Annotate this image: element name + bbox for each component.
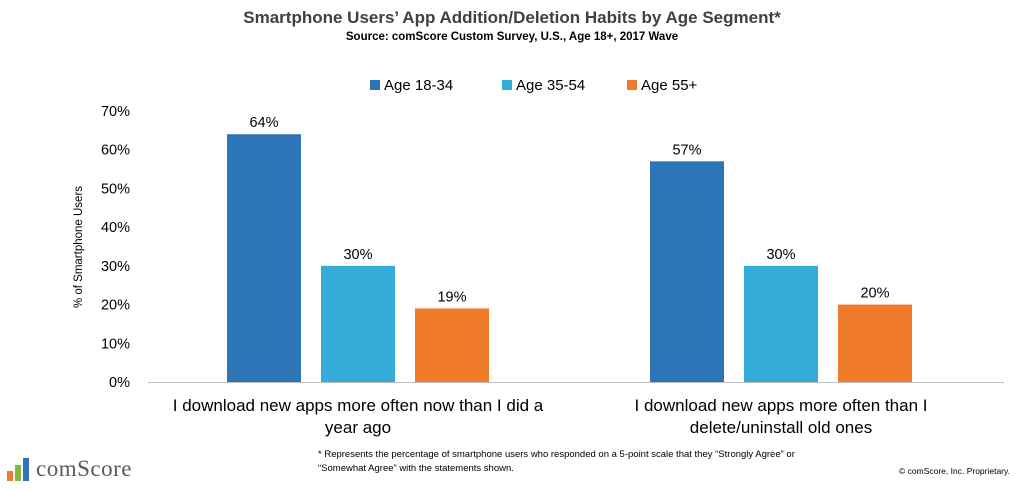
y-tick-label: 60% — [101, 143, 130, 159]
category-label: I download new apps more often now than … — [173, 396, 544, 415]
y-tick-label: 40% — [101, 220, 130, 236]
comscore-logo: comScore — [6, 455, 132, 483]
bar — [650, 161, 724, 382]
y-tick-label: 10% — [101, 336, 130, 352]
y-tick-label: 0% — [109, 375, 130, 391]
logo-icon — [7, 458, 29, 481]
category-label: I download new apps more often than I — [635, 396, 928, 415]
data-label: 20% — [860, 286, 889, 302]
bar — [321, 265, 395, 382]
legend-label: Age 18-34 — [384, 77, 453, 94]
copyright-notice: © comScore, Inc. Proprietary. — [899, 466, 1010, 476]
legend-swatch — [627, 80, 637, 90]
bar — [838, 304, 912, 382]
y-tick-label: 30% — [101, 259, 130, 275]
data-label: 64% — [249, 115, 278, 131]
chart-subtitle: Source: comScore Custom Survey, U.S., Ag… — [345, 31, 679, 43]
footnote: * Represents the percentage of smartphon… — [318, 449, 795, 474]
logo-text: comScore — [36, 456, 132, 481]
chart-title: Smartphone Users’ App Addition/Deletion … — [243, 8, 781, 27]
bar — [744, 265, 818, 382]
y-tick-label: 70% — [101, 104, 130, 120]
data-label: 19% — [437, 289, 466, 305]
bar — [415, 308, 489, 382]
y-tick-label: 50% — [101, 181, 130, 197]
data-label: 57% — [672, 142, 701, 158]
legend-label: Age 35-54 — [516, 77, 585, 94]
category-label: delete/uninstall old ones — [690, 418, 872, 437]
data-label: 30% — [343, 247, 372, 263]
data-label: 30% — [766, 247, 795, 263]
bar — [227, 134, 301, 382]
category-label: year ago — [325, 418, 391, 437]
legend-label: Age 55+ — [641, 77, 698, 94]
legend-swatch — [502, 80, 512, 90]
y-axis-label: % of Smartphone Users — [73, 186, 85, 308]
y-tick-label: 20% — [101, 298, 130, 314]
legend-swatch — [370, 80, 380, 90]
